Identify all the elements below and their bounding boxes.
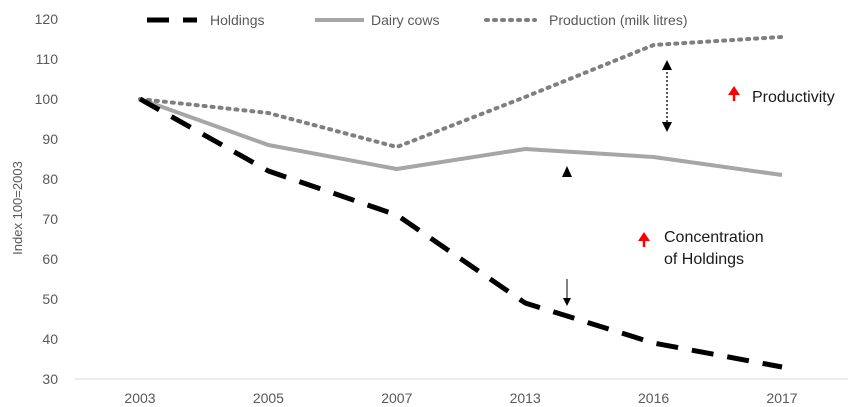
concentration-up-arrow-icon — [638, 232, 650, 247]
y-axis: 30 40 50 60 70 80 90 100 110 120 — [35, 11, 59, 387]
y-tick-label: 50 — [42, 291, 58, 307]
concentration-annotation: Concentration of Holdings — [562, 166, 764, 306]
series-line-dairy-cows — [139, 97, 783, 177]
series-lines — [138, 35, 784, 370]
y-tick-label: 60 — [42, 251, 58, 267]
legend-item: Dairy cows — [315, 12, 439, 28]
y-tick-label: 120 — [35, 11, 59, 27]
concentration-arrowhead-up — [562, 166, 572, 177]
concentration-label-line1: Concentration — [664, 229, 764, 246]
x-tick-label: 2016 — [638, 390, 669, 406]
productivity-gap-arrowhead-up — [662, 60, 672, 70]
y-tick-label: 40 — [42, 331, 58, 347]
y-tick-label: 100 — [35, 91, 59, 107]
y-axis-label: Index 100=2003 — [10, 161, 25, 255]
x-tick-label: 2007 — [381, 390, 412, 406]
concentration-arrowhead-down — [563, 298, 571, 306]
productivity-up-arrow-icon — [728, 86, 740, 101]
legend-label: Holdings — [210, 12, 264, 28]
concentration-label-line2: of Holdings — [664, 251, 744, 268]
legend: Holdings Dairy cows Production (milk litre… — [147, 12, 687, 28]
x-tick-label: 2005 — [253, 390, 284, 406]
y-tick-label: 80 — [42, 171, 58, 187]
productivity-gap-arrowhead-down — [662, 122, 672, 132]
y-tick-label: 90 — [42, 131, 58, 147]
series-line-production-milk-litres — [138, 35, 784, 149]
series-line-holdings — [138, 96, 783, 370]
productivity-label: Productivity — [752, 89, 835, 106]
y-tick-label: 30 — [42, 371, 58, 387]
x-tick-label: 2017 — [766, 390, 797, 406]
x-axis: 2003 2005 2007 2013 2016 2017 — [124, 390, 797, 406]
legend-item: Production (milk litres) — [484, 12, 687, 28]
x-tick-label: 2003 — [124, 390, 155, 406]
productivity-annotation: Productivity — [662, 60, 835, 132]
x-tick-label: 2013 — [510, 390, 541, 406]
legend-label: Dairy cows — [371, 12, 439, 28]
legend-item: Holdings — [147, 12, 264, 28]
y-tick-label: 110 — [36, 51, 59, 67]
y-tick-label: 70 — [42, 211, 58, 227]
legend-label: Production (milk litres) — [549, 12, 687, 28]
